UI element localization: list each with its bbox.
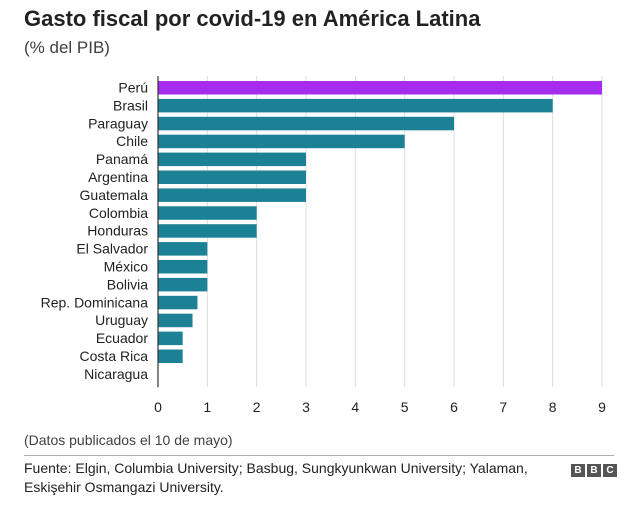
category-label: Costa Rica	[80, 348, 149, 364]
category-label: Perú	[118, 80, 148, 96]
bar	[158, 170, 306, 184]
bar	[158, 188, 306, 202]
data-note: (Datos publicados el 10 de mayo)	[24, 432, 233, 448]
x-tick-label: 0	[154, 399, 162, 415]
category-label: Brasil	[113, 97, 148, 113]
bar	[158, 260, 208, 274]
footer-divider	[24, 455, 614, 456]
source-text: Fuente: Elgin, Columbia University; Basb…	[24, 460, 528, 495]
bar	[158, 206, 257, 220]
chart-subtitle: (% del PIB)	[24, 38, 110, 57]
bbc-logo-letter: B	[587, 464, 601, 477]
category-label: Ecuador	[96, 330, 148, 346]
category-label: Paraguay	[88, 115, 148, 131]
x-tick-label: 7	[499, 399, 507, 415]
x-tick-label: 4	[351, 399, 359, 415]
category-label: Nicaragua	[84, 366, 148, 382]
bar	[158, 116, 454, 131]
x-tick-label: 1	[203, 399, 211, 415]
bbc-logo-letter: C	[603, 464, 617, 477]
bar	[158, 134, 405, 149]
category-label: Argentina	[88, 169, 148, 185]
chart-title: Gasto fiscal por covid-19 en América Lat…	[24, 6, 481, 31]
category-label: Uruguay	[95, 312, 148, 328]
category-label: Bolivia	[107, 276, 148, 292]
category-label: Guatemala	[80, 187, 149, 203]
category-label: Colombia	[89, 205, 148, 221]
bar	[158, 349, 183, 363]
bbc-logo-letter: B	[571, 464, 585, 477]
bar	[158, 277, 208, 292]
x-tick-label: 2	[253, 399, 261, 415]
x-tick-label: 5	[401, 399, 409, 415]
bar	[158, 152, 306, 167]
bar	[158, 224, 257, 238]
bbc-logo: B B C	[571, 464, 617, 477]
bar	[158, 295, 198, 310]
x-tick-label: 8	[549, 399, 557, 415]
category-label: El Salvador	[76, 241, 148, 257]
category-label: Chile	[116, 133, 148, 149]
bar	[158, 313, 193, 328]
bar	[158, 331, 183, 346]
x-tick-label: 9	[598, 399, 606, 415]
x-tick-label: 6	[450, 399, 458, 415]
category-label: Panamá	[96, 151, 148, 167]
category-label: Rep. Dominicana	[41, 294, 149, 310]
category-label: México	[104, 259, 149, 275]
category-label: Honduras	[87, 223, 148, 239]
bar	[158, 81, 602, 95]
bar	[158, 98, 553, 113]
bar	[158, 242, 208, 256]
x-tick-label: 3	[302, 399, 310, 415]
